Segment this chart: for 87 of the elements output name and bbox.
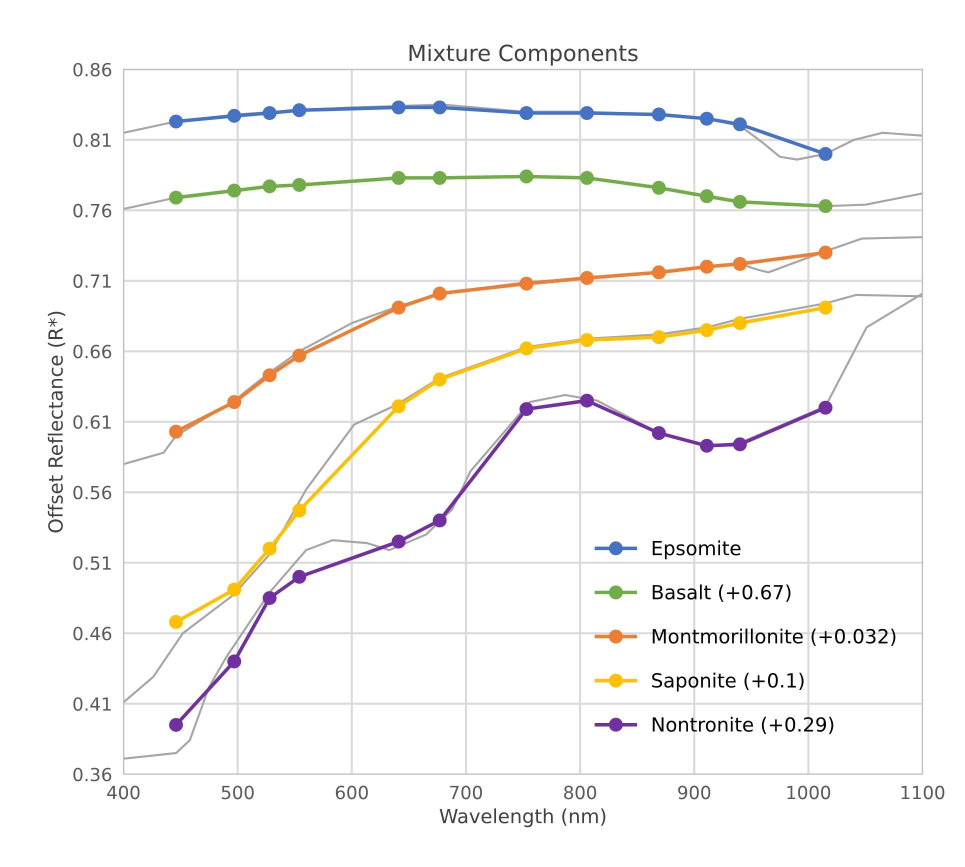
- y-tick-label: 0.46: [73, 626, 112, 640]
- point: [652, 426, 666, 440]
- point: [262, 591, 277, 605]
- y-tick-label: 0.66: [73, 344, 112, 358]
- y-tick-label: 0.71: [73, 274, 111, 288]
- y-tick-label: 0.61: [73, 415, 111, 429]
- y-tick-label: 0.51: [73, 556, 111, 570]
- point: [227, 395, 242, 410]
- legend-label: Montmorillonite (+0.032): [652, 628, 896, 646]
- point: [520, 106, 534, 120]
- point: [580, 170, 594, 185]
- point: [292, 178, 306, 192]
- legend-label: Basalt (+0.67): [652, 584, 790, 602]
- point: [520, 402, 534, 416]
- point: [392, 534, 406, 549]
- point: [227, 654, 242, 668]
- point: [818, 246, 832, 260]
- point: [580, 271, 594, 285]
- x-tick-label: 900: [678, 786, 710, 800]
- point: [732, 437, 747, 452]
- point: [169, 190, 183, 205]
- x-tick-label: 400: [107, 786, 140, 800]
- point: [169, 615, 183, 629]
- point: [700, 438, 714, 453]
- y-tick-label: 0.56: [73, 486, 112, 500]
- point: [392, 300, 406, 315]
- legend-label: Saponite (+0.1): [652, 672, 804, 692]
- x-axis-title: Wavelength (nm): [440, 808, 606, 828]
- y-tick-label: 0.81: [73, 133, 111, 147]
- point: [520, 170, 534, 184]
- point: [700, 189, 714, 204]
- point: [432, 170, 447, 185]
- point: [700, 112, 714, 126]
- point: [292, 504, 306, 518]
- x-tick-label: 500: [222, 786, 254, 800]
- x-tick-label: 1100: [902, 786, 944, 800]
- point: [818, 400, 832, 415]
- point: [262, 542, 277, 556]
- point: [732, 194, 747, 209]
- point: [392, 100, 406, 114]
- y-tick-label: 0.41: [73, 697, 111, 711]
- point: [262, 179, 277, 194]
- y-tick-label: 0.36: [73, 768, 112, 782]
- point: [292, 103, 306, 118]
- point: [262, 368, 277, 382]
- x-tick-label: 600: [336, 786, 368, 800]
- point: [652, 265, 666, 280]
- x-tick-label: 1000: [787, 786, 830, 800]
- point: [432, 100, 447, 114]
- point: [580, 394, 594, 408]
- point: [700, 323, 714, 338]
- y-axis-title: Offset Reflectance (R*): [48, 312, 66, 532]
- legend-label: Epsomite: [652, 540, 740, 560]
- point: [652, 108, 666, 122]
- point: [432, 514, 447, 528]
- point: [520, 342, 534, 356]
- point: [652, 330, 666, 344]
- point: [732, 117, 747, 132]
- point: [580, 106, 594, 120]
- point: [652, 180, 666, 195]
- point: [520, 276, 534, 291]
- legend-label: Nontronite (+0.29): [652, 716, 834, 734]
- point: [392, 399, 406, 414]
- point: [432, 372, 447, 386]
- x-tick-label: 700: [450, 786, 482, 800]
- point: [169, 114, 183, 128]
- point: [292, 348, 306, 362]
- point: [700, 260, 714, 274]
- point: [292, 570, 306, 584]
- point: [262, 106, 277, 120]
- point: [227, 184, 242, 198]
- point: [227, 108, 242, 123]
- point: [818, 147, 832, 161]
- y-tick-label: 0.76: [73, 204, 112, 218]
- x-tick-label: 800: [564, 786, 596, 800]
- point: [432, 286, 447, 300]
- point: [392, 170, 406, 185]
- point: [732, 256, 747, 271]
- point: [169, 424, 183, 439]
- y-tick-label: 0.86: [73, 62, 112, 76]
- point: [580, 333, 594, 347]
- chart-title: Mixture Components: [410, 44, 638, 66]
- point: [227, 582, 242, 596]
- point: [732, 316, 747, 330]
- point: [818, 300, 832, 315]
- point: [818, 199, 832, 214]
- point: [169, 718, 183, 732]
